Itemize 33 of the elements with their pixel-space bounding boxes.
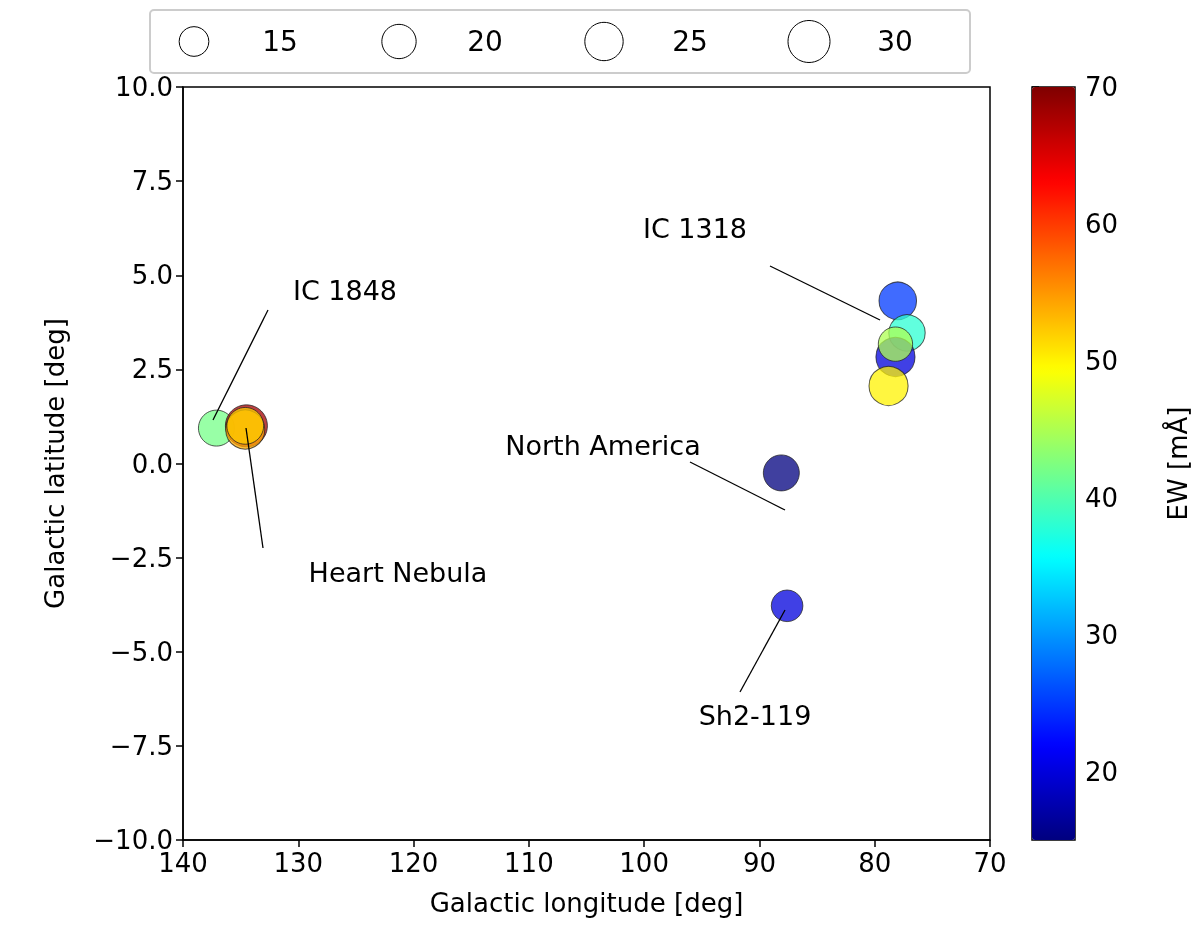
annotation: IC 1848 — [292, 274, 398, 306]
legend-label: 30 — [877, 25, 913, 58]
color-bar-label: 20 — [1085, 756, 1119, 787]
y-tick-label: 5.0 — [131, 260, 173, 291]
annotation: North America — [505, 429, 701, 461]
y-tick-label: −2.5 — [109, 542, 173, 573]
y-tick-label: 0.0 — [131, 448, 173, 479]
color-bar-label: 30 — [1085, 619, 1119, 650]
x-tick-label: 110 — [504, 848, 554, 878]
x-axis-title: Galactic longitude [deg] — [429, 888, 744, 918]
x-tick-label: 100 — [619, 848, 669, 878]
y-tick-label: 2.5 — [131, 354, 173, 385]
legend-label: 15 — [262, 25, 298, 58]
legend-label: 25 — [672, 25, 708, 58]
color-bar-label: 70 — [1085, 72, 1119, 102]
y-tick-label: −5.0 — [109, 636, 173, 667]
x-tick-label: 80 — [858, 848, 892, 878]
color-bar-label: 40 — [1085, 482, 1119, 513]
x-tick-label: 70 — [973, 848, 1007, 878]
y-tick-label: 7.5 — [131, 166, 173, 197]
y-axis-title: Galactic latitude [deg] — [40, 318, 70, 609]
annotation: Sh2-119 — [698, 699, 812, 731]
color-bar-label: 60 — [1085, 208, 1119, 239]
legend-label: 20 — [467, 25, 503, 58]
color-bar-label: 50 — [1085, 345, 1119, 376]
x-tick-label: 120 — [388, 848, 439, 878]
color-bar-title: EW [mÅ] — [1162, 406, 1193, 521]
y-tick-label: 10.0 — [115, 72, 173, 102]
x-tick-label: 90 — [742, 848, 776, 878]
annotation: Heart Nebula — [308, 556, 488, 588]
annotation: IC 1318 — [642, 212, 748, 244]
y-tick-label: −7.5 — [109, 730, 173, 761]
x-tick-label: 130 — [273, 848, 324, 878]
